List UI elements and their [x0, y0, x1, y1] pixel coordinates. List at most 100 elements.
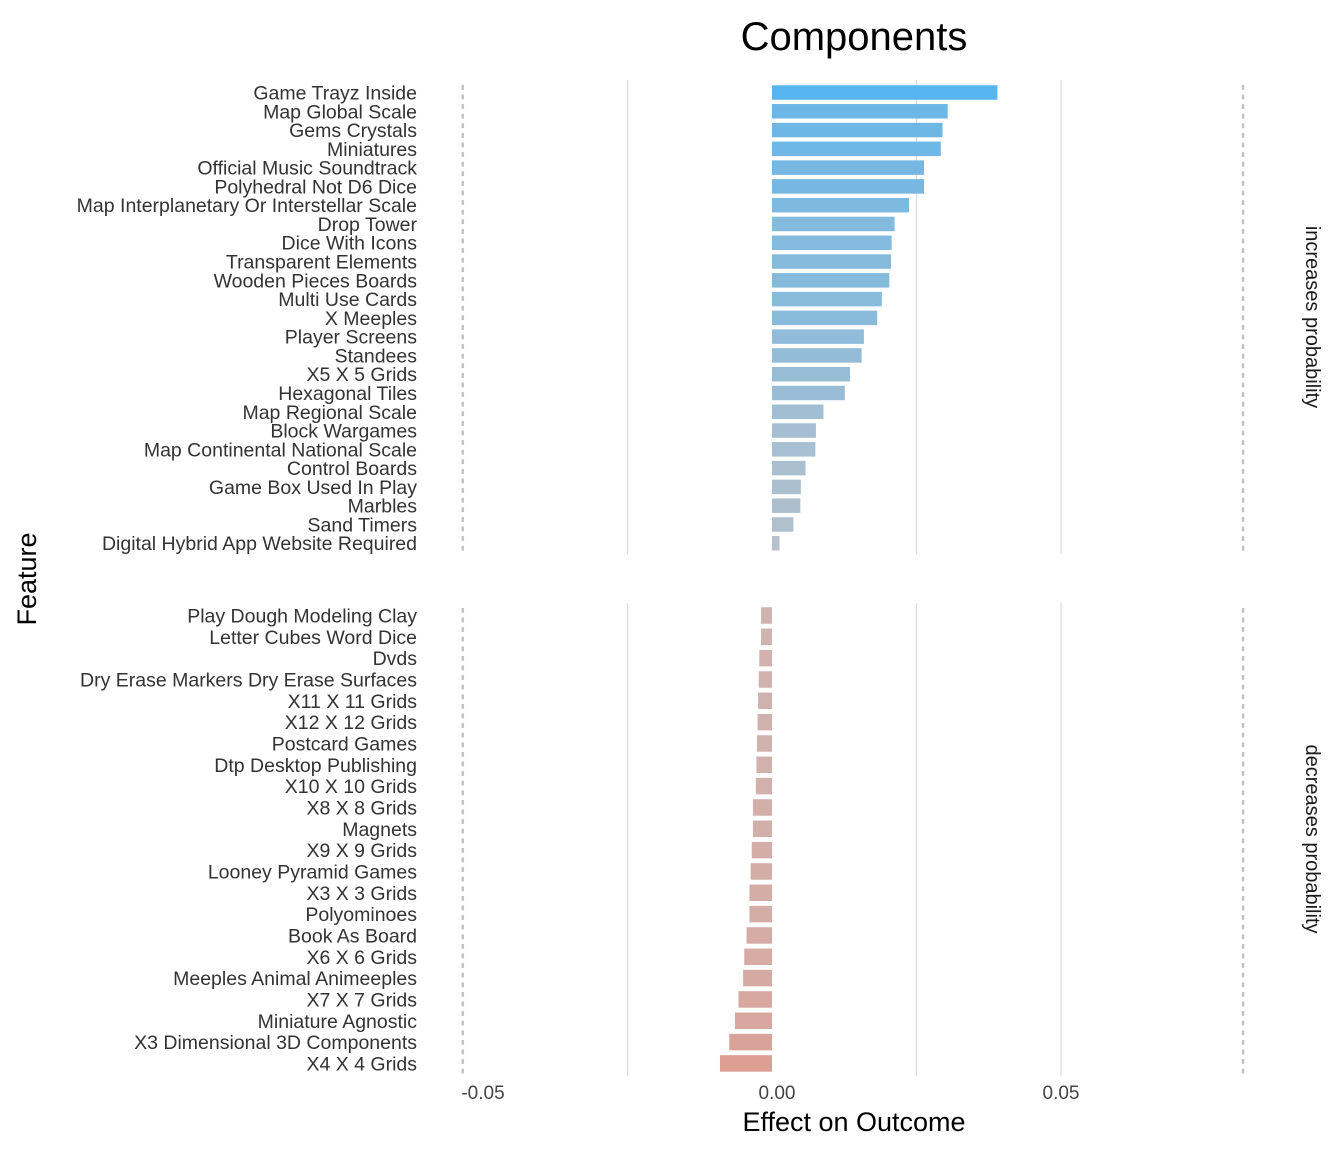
category-label: Map Regional Scale	[242, 402, 417, 424]
category-label: Block Wargames	[270, 421, 417, 443]
bar	[772, 273, 890, 288]
category-label: X9 X 9 Grids	[306, 840, 417, 862]
bar	[772, 160, 925, 175]
category-label: Polyhedral Not D6 Dice	[214, 176, 417, 198]
bar	[772, 197, 909, 213]
bar	[758, 692, 772, 710]
bar	[772, 498, 801, 513]
category-label: Meeples Animal Animeeples	[173, 968, 417, 990]
bar	[750, 863, 772, 880]
category-label: Hexagonal Tiles	[278, 383, 417, 405]
y-axis-title: Feature	[12, 532, 42, 625]
bar	[772, 385, 845, 401]
category-label: Looney Pyramid Games	[208, 861, 417, 883]
category-label: X3 X 3 Grids	[306, 883, 417, 905]
category-label: Polyominoes	[305, 904, 417, 926]
bar	[772, 310, 878, 326]
bar	[735, 1012, 772, 1030]
bar	[772, 104, 948, 119]
bar	[752, 820, 772, 838]
bar	[772, 479, 801, 495]
bar	[761, 628, 772, 646]
x-tick-label: 0.05	[1043, 1083, 1080, 1104]
facet-label: increases probability	[1301, 226, 1323, 408]
bar	[772, 254, 892, 269]
bar	[719, 1055, 772, 1072]
category-label: X7 X 7 Grids	[306, 989, 417, 1011]
category-label: X4 X 4 Grids	[306, 1053, 417, 1075]
category-label: X3 Dimensional 3D Components	[134, 1032, 417, 1054]
bar	[749, 884, 772, 902]
bar	[772, 348, 862, 363]
bar	[772, 442, 816, 457]
category-label: X6 X 6 Grids	[306, 947, 417, 969]
bar	[755, 777, 772, 795]
bar	[772, 85, 998, 100]
bar	[772, 517, 794, 532]
category-label: Dice With Icons	[282, 233, 418, 255]
category-label: Miniature Agnostic	[258, 1011, 418, 1033]
bar	[772, 122, 943, 138]
category-label: Map Continental National Scale	[144, 439, 417, 461]
x-tick-label: 0.00	[759, 1083, 796, 1104]
chart-title: Components	[741, 15, 968, 59]
bar	[744, 948, 772, 966]
category-label: Control Boards	[287, 458, 417, 480]
category-label: X10 X 10 Grids	[285, 776, 417, 798]
x-tick-label: -0.05	[461, 1083, 504, 1104]
category-label: Dtp Desktop Publishing	[214, 755, 417, 777]
bar	[752, 799, 772, 816]
bar	[772, 460, 806, 476]
bar	[756, 756, 772, 774]
bar	[757, 713, 772, 731]
bar	[772, 329, 864, 344]
bar	[756, 735, 772, 752]
category-label: X12 X 12 Grids	[285, 712, 417, 734]
category-label: Official Music Soundtrack	[197, 158, 417, 180]
bar	[772, 141, 941, 157]
category-label: X5 X 5 Grids	[306, 364, 417, 386]
category-label: Game Trayz Inside	[253, 83, 417, 105]
category-label: X8 X 8 Grids	[306, 797, 417, 819]
bar	[772, 179, 925, 194]
category-label: Play Dough Modeling Clay	[187, 606, 417, 628]
category-label: Magnets	[342, 819, 417, 841]
category-label: Standees	[335, 345, 418, 367]
category-label: Letter Cubes Word Dice	[209, 627, 417, 649]
x-axis-title: Effect on Outcome	[742, 1107, 965, 1137]
bar	[772, 404, 824, 420]
bar	[729, 1033, 772, 1051]
category-label: Sand Timers	[308, 514, 418, 536]
bar	[772, 291, 882, 307]
category-label: Gems Crystals	[289, 120, 417, 142]
bar	[738, 991, 772, 1008]
bar	[772, 423, 816, 438]
category-label: Transparent Elements	[226, 252, 417, 274]
category-label: Dry Erase Markers Dry Erase Surfaces	[80, 669, 417, 691]
category-label: Book As Board	[288, 925, 417, 947]
category-label: Postcard Games	[272, 733, 417, 755]
category-label: X Meeples	[325, 308, 417, 330]
bar	[772, 235, 892, 250]
category-label: Map Interplanetary Or Interstellar Scale	[77, 195, 417, 217]
category-label: Game Box Used In Play	[209, 477, 417, 499]
bar	[759, 649, 772, 667]
category-label: Drop Tower	[318, 214, 418, 236]
category-label: Digital Hybrid App Website Required	[102, 533, 417, 555]
bar	[749, 905, 772, 923]
bar	[751, 841, 772, 859]
bar	[761, 607, 772, 624]
category-label: Dvds	[373, 648, 418, 670]
category-label: Marbles	[348, 496, 418, 518]
bar	[772, 366, 851, 382]
category-label: Map Global Scale	[263, 101, 417, 123]
bar	[743, 969, 772, 987]
category-label: Multi Use Cards	[278, 289, 417, 311]
x-axis-ticks: -0.05 0.00 0.05	[461, 1083, 1079, 1104]
bar	[772, 216, 895, 232]
category-label: Miniatures	[327, 139, 417, 161]
facet-label: decreases probability	[1301, 745, 1323, 934]
